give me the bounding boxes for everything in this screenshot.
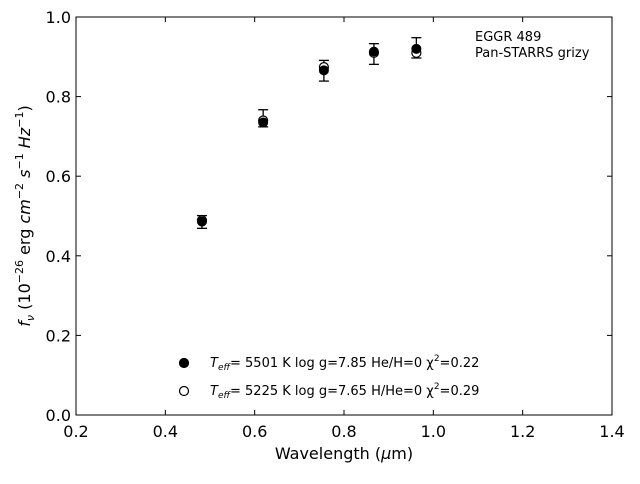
y-tick-label: 0.4 — [46, 247, 71, 266]
data-point-filled — [368, 46, 379, 57]
y-tick-label: 0.8 — [46, 88, 71, 107]
x-tick-label: 1.4 — [599, 422, 624, 441]
legend-label-2: Teff= 5225 K log g=7.65 H/He=0 χ2=0.29 — [210, 382, 479, 401]
data-point-filled — [196, 216, 207, 227]
annotation-survey: Pan-STARRS grizy — [475, 46, 590, 61]
x-tick-label: 0.4 — [153, 422, 178, 441]
data-point-filled — [411, 43, 422, 54]
ticks-group: 0.2 0.4 0.6 0.8 1.0 1.2 1.40.00.20.40.60.81.0 — [46, 8, 625, 441]
y-axis-title: fν (10−26 erg cm−2 s−1 Hz−1) — [13, 105, 37, 326]
legend-marker-filled — [178, 357, 190, 369]
x-tick-label: 1.2 — [510, 422, 535, 441]
y-tick-label: 1.0 — [46, 8, 71, 27]
x-tick-label: 0.2 — [63, 422, 88, 441]
y-tick-label: 0.6 — [46, 167, 71, 186]
data-point-filled — [318, 65, 329, 76]
y-tick-label: 0.2 — [46, 326, 71, 345]
x-tick-label: 0.8 — [331, 422, 356, 441]
plot-frame — [75, 16, 613, 416]
data-point-filled — [258, 117, 269, 128]
y-tick-label: 0.0 — [46, 406, 71, 425]
legend-marker-open — [178, 385, 190, 397]
x-tick-label: 1.0 — [421, 422, 446, 441]
data-group — [196, 37, 422, 229]
legend: Teff= 5501 K log g=7.85 He/H=0 χ2=0.22 T… — [178, 354, 479, 401]
x-tick-label: 0.6 — [242, 422, 267, 441]
annotation-star-name: EGGR 489 — [475, 30, 541, 45]
x-axis-title: Wavelength (μm) — [275, 444, 413, 463]
legend-label-1: Teff= 5501 K log g=7.85 He/H=0 χ2=0.22 — [210, 354, 479, 373]
